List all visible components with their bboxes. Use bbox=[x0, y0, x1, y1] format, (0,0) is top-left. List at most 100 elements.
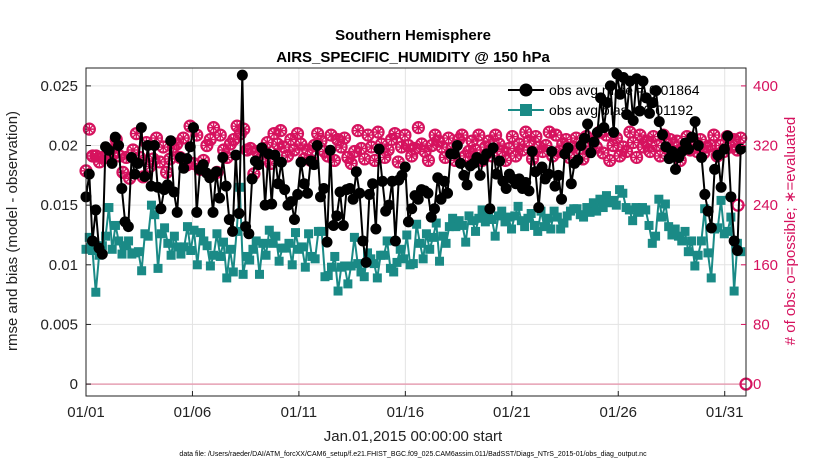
y2-tick-label: 80 bbox=[753, 316, 770, 333]
bias-point bbox=[480, 217, 490, 227]
bias-point bbox=[205, 261, 215, 271]
rmse-point bbox=[650, 85, 662, 97]
rmse-point bbox=[572, 154, 584, 166]
bias-point bbox=[189, 225, 199, 235]
bias-point bbox=[457, 220, 467, 230]
rmse-point bbox=[165, 135, 177, 147]
rmse-point bbox=[484, 203, 496, 215]
bias-point bbox=[343, 279, 353, 289]
obs-evaluated-point bbox=[638, 142, 648, 152]
bias-point bbox=[716, 195, 726, 205]
bias-point bbox=[261, 250, 271, 260]
obs-evaluated-point bbox=[648, 132, 658, 142]
bias-point bbox=[91, 287, 101, 297]
obs-evaluated-point bbox=[279, 142, 289, 152]
rmse-point bbox=[683, 143, 695, 155]
obs-possible-point bbox=[619, 144, 634, 159]
bias-point bbox=[245, 255, 255, 265]
bias-point bbox=[156, 229, 166, 239]
bias-point bbox=[120, 241, 130, 251]
obs-evaluated-point bbox=[373, 127, 383, 137]
bias-point bbox=[264, 225, 274, 235]
rmse-point bbox=[266, 198, 278, 210]
bias-point bbox=[199, 236, 209, 246]
rmse-point bbox=[686, 131, 698, 143]
obs-evaluated-point bbox=[470, 145, 480, 155]
chart-subtitle: AIRS_SPECIFIC_HUMIDITY @ 150 hPa bbox=[276, 49, 550, 66]
obs-evaluated-point bbox=[551, 130, 561, 140]
bias-point bbox=[526, 209, 536, 219]
data-file-footer: data file: /Users/raeder/DAI/ATM_forcXX/… bbox=[179, 451, 647, 458]
rmse-point bbox=[474, 169, 486, 181]
rmse-point bbox=[331, 210, 343, 222]
bias-point bbox=[634, 207, 644, 217]
obs-evaluated-point bbox=[205, 135, 215, 145]
obs-evaluated-point bbox=[531, 132, 541, 142]
obs-evaluated-point bbox=[202, 141, 212, 151]
obs-evaluated-point bbox=[84, 124, 94, 134]
obs-evaluated-point bbox=[692, 146, 702, 156]
rmse-point bbox=[135, 122, 147, 134]
obs-evaluated-point bbox=[645, 146, 655, 156]
bias-point bbox=[513, 201, 523, 211]
rmse-point bbox=[735, 143, 747, 155]
obs-evaluated-point bbox=[94, 157, 104, 167]
bias-point bbox=[421, 229, 431, 239]
obs-possible-point bbox=[82, 122, 96, 136]
obs-evaluated-point bbox=[511, 151, 521, 161]
rmse-point bbox=[702, 205, 714, 217]
obs-evaluated-point bbox=[514, 139, 524, 149]
obs-evaluated-point bbox=[571, 133, 581, 143]
y-tick-label: 0.015 bbox=[40, 197, 78, 214]
bias-point bbox=[510, 211, 520, 221]
obs-evaluated-point bbox=[313, 129, 323, 139]
y2-axis-label: # of obs: o=possible; ∗=evaluated bbox=[782, 117, 799, 346]
rmse-point bbox=[578, 132, 590, 144]
obs-evaluated-point bbox=[417, 139, 427, 149]
rmse-point bbox=[526, 145, 538, 157]
obs-evaluated-point bbox=[521, 127, 531, 137]
rmse-point bbox=[210, 166, 222, 178]
obs-evaluated-point bbox=[622, 146, 632, 156]
rmse-point bbox=[396, 169, 408, 181]
obs-evaluated-point bbox=[303, 145, 313, 155]
obs-evaluated-point bbox=[517, 145, 527, 155]
obs-evaluated-point bbox=[135, 152, 145, 162]
rmse-point bbox=[448, 148, 460, 160]
obs-evaluated-point bbox=[178, 133, 188, 143]
obs-evaluated-point bbox=[561, 135, 571, 145]
obs-evaluated-point bbox=[383, 145, 393, 155]
rmse-point bbox=[301, 187, 313, 199]
rmse-point bbox=[536, 161, 548, 173]
obs-evaluated-point bbox=[736, 133, 746, 143]
rmse-point bbox=[389, 235, 401, 247]
obs-evaluated-point bbox=[219, 145, 229, 155]
obs-evaluated-point bbox=[353, 126, 363, 136]
bias-point bbox=[281, 243, 291, 253]
obs-possible-point bbox=[472, 128, 486, 142]
rmse-point bbox=[425, 211, 437, 223]
bias-point bbox=[330, 251, 340, 261]
obs-possible-point bbox=[421, 153, 436, 168]
rmse-point bbox=[191, 206, 203, 218]
obs-evaluated-point bbox=[397, 142, 407, 152]
bias-point bbox=[490, 231, 500, 241]
obs-possible-point bbox=[630, 150, 644, 165]
plot-series bbox=[79, 68, 753, 391]
series-bias bbox=[81, 182, 746, 297]
bias-point bbox=[196, 228, 206, 238]
rmse-point bbox=[269, 149, 281, 161]
bias-point bbox=[523, 213, 533, 223]
obs-evaluated-point bbox=[474, 130, 484, 140]
obs-evaluated-point bbox=[427, 141, 437, 151]
bias-point bbox=[601, 191, 611, 201]
obs-evaluated-point bbox=[450, 155, 460, 165]
y-tick-label: 0.02 bbox=[49, 138, 78, 155]
legend-rmse-label: obs avg rmse = 0.01864 bbox=[549, 82, 700, 98]
rmse-point bbox=[728, 235, 740, 247]
obs-evaluated-point bbox=[296, 139, 306, 149]
bias-point bbox=[290, 228, 300, 238]
bias-point bbox=[667, 230, 677, 240]
rmse-point bbox=[298, 178, 310, 190]
obs-evaluated-point bbox=[326, 130, 336, 140]
